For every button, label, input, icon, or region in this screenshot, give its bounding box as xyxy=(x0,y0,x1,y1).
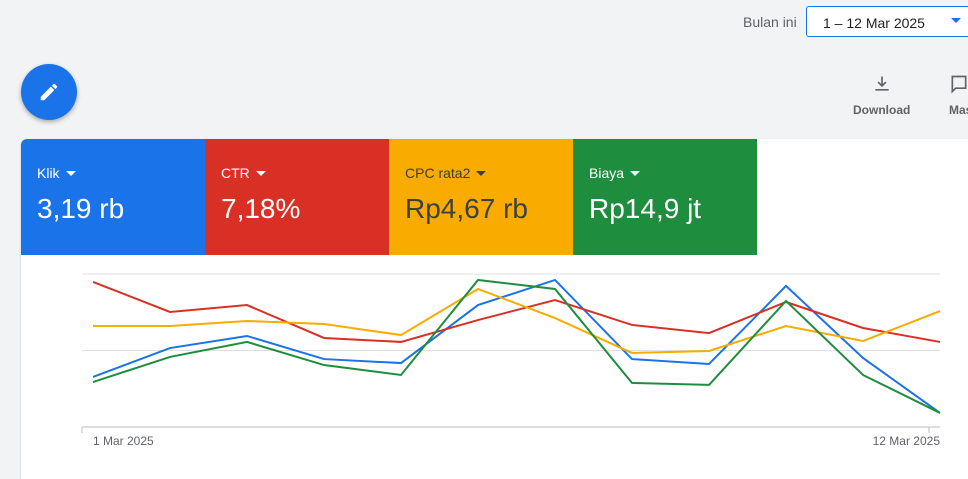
download-label: Download xyxy=(853,103,911,117)
more-icon xyxy=(951,75,967,94)
date-range: 1 – 12 Mar 2025 xyxy=(823,15,925,31)
edit-icon xyxy=(40,83,58,101)
download-icon xyxy=(874,76,889,91)
screen: {"header": {"range_label": "Bulan ini", … xyxy=(21,6,968,479)
date-range-picker[interactable]: 1 – 12 Mar 2025 xyxy=(806,6,968,37)
page: Ringkasan html, body { margin: 0; paddin… xyxy=(21,6,968,479)
metric-tabs: Klik 3,19 rb CTR 7,18% CPC rata2 Rp4,67 rb Bia… xyxy=(21,139,757,255)
metric-dropdown xyxy=(630,170,641,176)
metric-name-text: Biaya xyxy=(589,165,625,181)
metric-value: 3,19 rb xyxy=(37,193,125,224)
x-tick-label: 1 Mar 2025 xyxy=(93,434,154,448)
series-line xyxy=(92,278,941,414)
chart-card: 1 Mar 2025 12 Mar 2025 Klik 3,19 rb CTR 7,18… xyxy=(21,139,968,479)
metric-value: 7,18% xyxy=(221,193,301,224)
dropdown-arrow xyxy=(951,18,961,23)
metric-name: CTR xyxy=(221,165,389,181)
metric-value: Rp14,9 jt xyxy=(589,193,702,224)
metric-name-text: CTR xyxy=(221,165,250,181)
more-label: Mas xyxy=(949,103,968,117)
edit-button[interactable] xyxy=(21,64,77,120)
series-line xyxy=(92,281,941,343)
more-button[interactable]: Mas xyxy=(949,74,968,117)
metric-name: Biaya xyxy=(589,165,757,181)
chart: 1 Mar 2025 12 Mar 2025 xyxy=(81,273,941,448)
x-tick-label: 12 Mar 2025 xyxy=(873,434,941,448)
metric-dropdown xyxy=(476,170,487,176)
download-button[interactable]: Download xyxy=(853,74,910,117)
metric-name-text: Klik xyxy=(37,165,60,181)
metric-dropdown xyxy=(65,170,76,176)
metric-name: Klik xyxy=(37,165,205,181)
metric-dropdown xyxy=(255,170,266,176)
metric-value: Rp4,67 rb xyxy=(405,193,528,224)
range-label: Bulan ini xyxy=(743,14,797,30)
series-line xyxy=(92,278,941,414)
metric-tab[interactable]: Biaya Rp14,9 jt xyxy=(573,139,757,255)
metric-tab[interactable]: Klik 3,19 rb xyxy=(21,139,205,255)
metric-tab[interactable]: CPC rata2 Rp4,67 rb xyxy=(389,139,573,255)
metric-tab[interactable]: CTR 7,18% xyxy=(205,139,389,255)
metric-name-text: CPC rata2 xyxy=(405,165,471,181)
metric-name: CPC rata2 xyxy=(405,165,573,181)
series-line xyxy=(93,287,941,354)
